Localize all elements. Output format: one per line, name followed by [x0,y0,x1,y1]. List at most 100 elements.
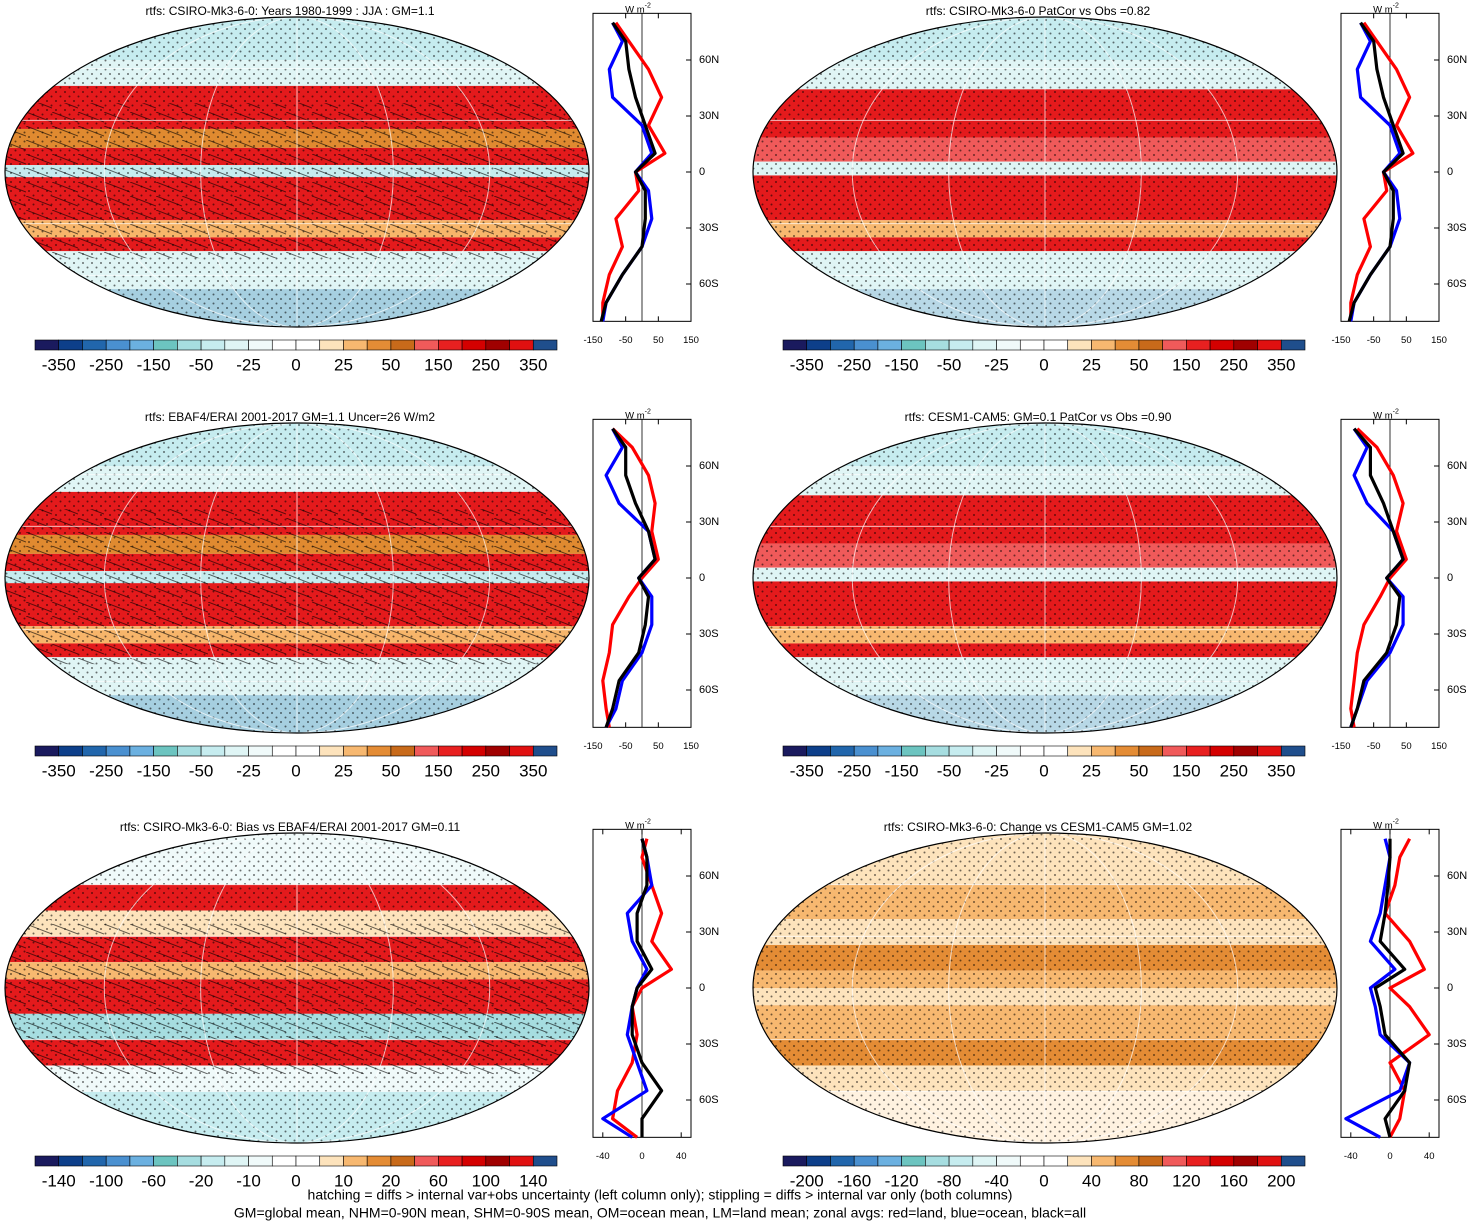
colorbar-box [1043,1155,1069,1167]
panel-title: rtfs: EBAF4/ERAI 2001-2017 GM=1.1 Uncer=… [145,410,435,424]
colorbar-label: 350 [519,761,547,780]
y-tick-label: 30S [699,628,719,640]
colorbar-box [1019,745,1045,757]
zonal-line [601,21,667,322]
colorbar-box [830,1155,855,1167]
y-tick-label: 30N [699,110,719,122]
colorbar-box [925,1155,950,1167]
colorbar-box [366,339,392,351]
colorbar-label: -10 [236,1171,261,1190]
x-tick-label: 40 [676,1151,687,1162]
x-axis-label: W m-2 [625,408,651,421]
colorbar-box [153,1155,178,1167]
x-axis-label: W m-2 [1373,408,1399,421]
colorbar-label: 250 [1220,761,1248,780]
colorbar-label: 250 [1220,355,1248,374]
map [5,17,589,327]
colorbar-box [806,1155,831,1167]
y-tick-label: 0 [1447,982,1453,994]
colorbar-box [509,1155,534,1167]
colorbar-label: 250 [472,761,500,780]
y-tick-label: 60S [699,1094,719,1106]
colorbar-box [129,339,154,351]
x-tick-label: 0 [1387,1151,1392,1162]
panel-title: rtfs: CESM1-CAM5: GM=0.1 PatCor vs Obs =… [905,410,1172,424]
x-axis-label-text: W m [1373,820,1393,831]
colorbar-box [414,745,439,757]
x-tick-label: -40 [596,1151,610,1162]
y-tick-label: 0 [1447,572,1453,584]
colorbar-box [390,1155,415,1167]
colorbar-label: 50 [381,761,400,780]
x-tick-label: -150 [583,741,602,752]
y-tick-label: 30S [699,1038,719,1050]
colorbar-box [1138,1155,1163,1167]
colorbar-label: 200 [1267,1171,1295,1190]
colorbar-label: 350 [519,355,547,374]
colorbar-box [1186,1155,1211,1167]
colorbar-label: -150 [885,761,919,780]
y-tick-label: 0 [699,166,705,178]
y-tick-label: 30S [1447,628,1467,640]
map-border [4,422,590,734]
x-tick-label: 40 [1424,1151,1435,1162]
colorbar-box [58,745,83,757]
colorbar-label: 25 [334,761,353,780]
colorbar-box [925,339,950,351]
y-tick-label: 60S [1447,278,1467,290]
colorbar-box [153,339,178,351]
colorbar-box [901,339,926,351]
colorbar-box [390,339,415,351]
y-tick-label: 60N [1447,54,1467,66]
colorbar-box [366,1155,392,1167]
colorbar-label: 10 [334,1171,353,1190]
colorbar-box [1091,745,1116,757]
colorbar-box [248,1155,273,1167]
colorbar-label: -250 [89,355,123,374]
colorbar-box [271,745,297,757]
colorbar-box [390,745,415,757]
colorbar-box [271,1155,297,1167]
x-tick-label: -50 [619,741,633,752]
colorbar-box [996,745,1021,757]
x-tick-label: -150 [583,335,602,346]
colorbar-label: -120 [885,1171,919,1190]
y-tick-label: 60S [1447,684,1467,696]
colorbar-box [1257,745,1282,757]
colorbar-box [58,339,83,351]
x-axis-label: W m-2 [625,2,651,15]
x-tick-label: 150 [1431,335,1447,346]
colorbar-box [1209,1155,1235,1167]
colorbar-box [82,745,107,757]
zonal-line [599,21,657,322]
colorbar-box [1043,745,1069,757]
map [753,423,1337,733]
colorbar-label: 150 [424,761,452,780]
colorbar-box [34,1155,60,1167]
x-axis-label-text: W m [1373,4,1393,15]
meridian [948,17,1142,327]
x-axis-label-sup: -2 [1393,408,1399,415]
x-tick-label: 150 [683,741,699,752]
colorbar-label: -50 [189,355,214,374]
colorbar-label: 250 [472,355,500,374]
colorbar-label: 0 [291,761,300,780]
colorbar-box [509,339,534,351]
colorbar-box [248,745,273,757]
colorbar-box [532,745,558,757]
zonal-line [1349,21,1415,322]
colorbar-label: 25 [1082,355,1101,374]
x-axis-label-sup: -2 [1393,818,1399,825]
meridian [200,833,394,1143]
zonal-line [604,427,657,728]
colorbar-box [177,1155,202,1167]
colorbar-box [438,339,463,351]
map-border [752,832,1338,1144]
colorbar-box [343,1155,368,1167]
colorbar-label: 25 [334,355,353,374]
colorbar-box [105,1155,131,1167]
colorbar-label: -25 [236,355,261,374]
colorbar-box [438,745,463,757]
colorbar-box [948,339,974,351]
